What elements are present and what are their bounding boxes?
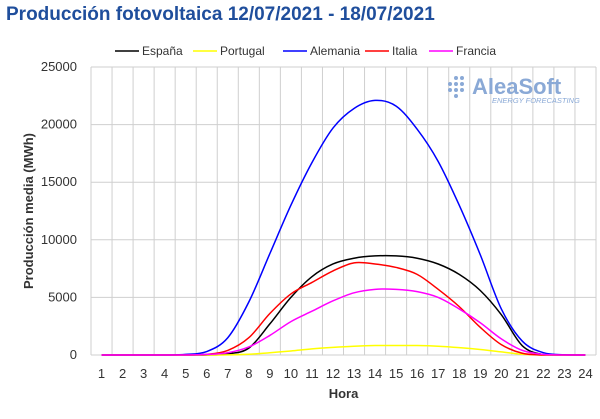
logo-dots-icon [448,76,464,98]
legend-label-portugal: Portugal [220,44,265,58]
x-tick-label: 10 [284,366,298,381]
logo-dot [448,88,452,92]
legend: España Portugal Alemania Italia Francia [115,44,496,58]
x-tick-labels: 1 2 3 4 5 6 7 8 9 10 11 12 13 14 15 16 17 18 19 20 21 22 23 24 [98,366,593,381]
x-tick-label: 24 [578,366,592,381]
series-line-francia [101,288,586,356]
y-tick-label: 20000 [41,117,77,132]
x-tick-label: 1 [98,366,105,381]
x-tick-label: 22 [536,366,550,381]
logo-dot [460,82,464,86]
x-tick-label: 19 [473,366,487,381]
x-tick-label: 15 [389,366,403,381]
x-tick-label: 14 [368,366,382,381]
series-lines [101,99,586,356]
x-tick-label: 21 [515,366,529,381]
x-axis-title: Hora [329,386,359,401]
logo-dot [460,88,464,92]
logo-name: AleaSoft [472,74,562,99]
legend-label-francia: Francia [456,44,496,58]
logo-tagline: ENERGY FORECASTING [492,96,580,105]
y-tick-label: 5000 [48,289,77,304]
x-tick-label: 13 [347,366,361,381]
grid-lines [90,66,597,356]
x-tick-label: 2 [119,366,126,381]
x-tick-label: 16 [410,366,424,381]
x-tick-label: 3 [140,366,147,381]
logo-dot [460,76,464,80]
x-tick-label: 7 [224,366,231,381]
logo-dot [454,94,458,98]
y-axis-title: Producción media (MWh) [21,133,36,289]
y-tick-label: 15000 [41,174,77,189]
x-tick-label: 6 [203,366,210,381]
page-title: Producción fotovoltaica 12/07/2021 - 18/… [6,4,435,25]
legend-label-espana: España [142,44,183,58]
y-tick-label: 0 [70,347,77,362]
y-tick-label: 25000 [41,59,77,74]
logo-dot [448,82,452,86]
aleasoft-logo: AleaSoft ENERGY FORECASTING [448,74,580,105]
logo-dot [454,88,458,92]
x-tick-label: 11 [305,366,319,381]
y-tick-label: 10000 [41,232,77,247]
logo-dot [454,76,458,80]
x-tick-label: 8 [245,366,252,381]
legend-label-italia: Italia [392,44,418,58]
legend-label-alemania: Alemania [310,44,360,58]
x-tick-label: 9 [266,366,273,381]
x-tick-label: 20 [494,366,508,381]
x-tick-label: 18 [452,366,466,381]
x-tick-label: 17 [431,366,445,381]
x-tick-label: 23 [557,366,571,381]
x-tick-label: 4 [161,366,168,381]
logo-dot [454,82,458,86]
x-tick-label: 5 [182,366,189,381]
y-tick-labels: 0 5000 10000 15000 20000 25000 [41,59,77,362]
x-tick-label: 12 [326,366,340,381]
